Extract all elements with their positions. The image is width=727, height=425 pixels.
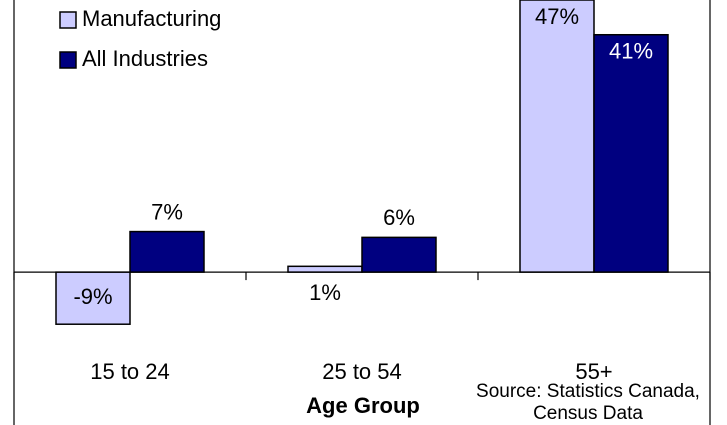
x-tick-label: 15 to 24 (90, 359, 170, 384)
x-axis-label: Age Group (306, 393, 420, 418)
bar (593, 33, 669, 273)
data-label: 47% (535, 4, 579, 29)
bar (129, 230, 205, 273)
x-tick-label: 55+ (575, 359, 612, 384)
bar (287, 265, 363, 273)
legend-label: All Industries (82, 46, 208, 71)
source-note: Census Data (533, 403, 643, 424)
data-label: -9% (73, 284, 112, 309)
bar (55, 271, 131, 325)
x-tick-label: 25 to 54 (322, 359, 402, 384)
legend-swatch (59, 51, 77, 69)
bar (361, 236, 437, 273)
data-label: 41% (609, 39, 653, 64)
source-note: Source: Statistics Canada, (476, 381, 700, 402)
data-label: 7% (151, 199, 183, 224)
data-label: 6% (383, 205, 415, 230)
bar (519, 0, 595, 273)
legend-label: Manufacturing (82, 6, 221, 31)
legend-swatch (59, 11, 77, 29)
data-label: 1% (309, 280, 341, 305)
